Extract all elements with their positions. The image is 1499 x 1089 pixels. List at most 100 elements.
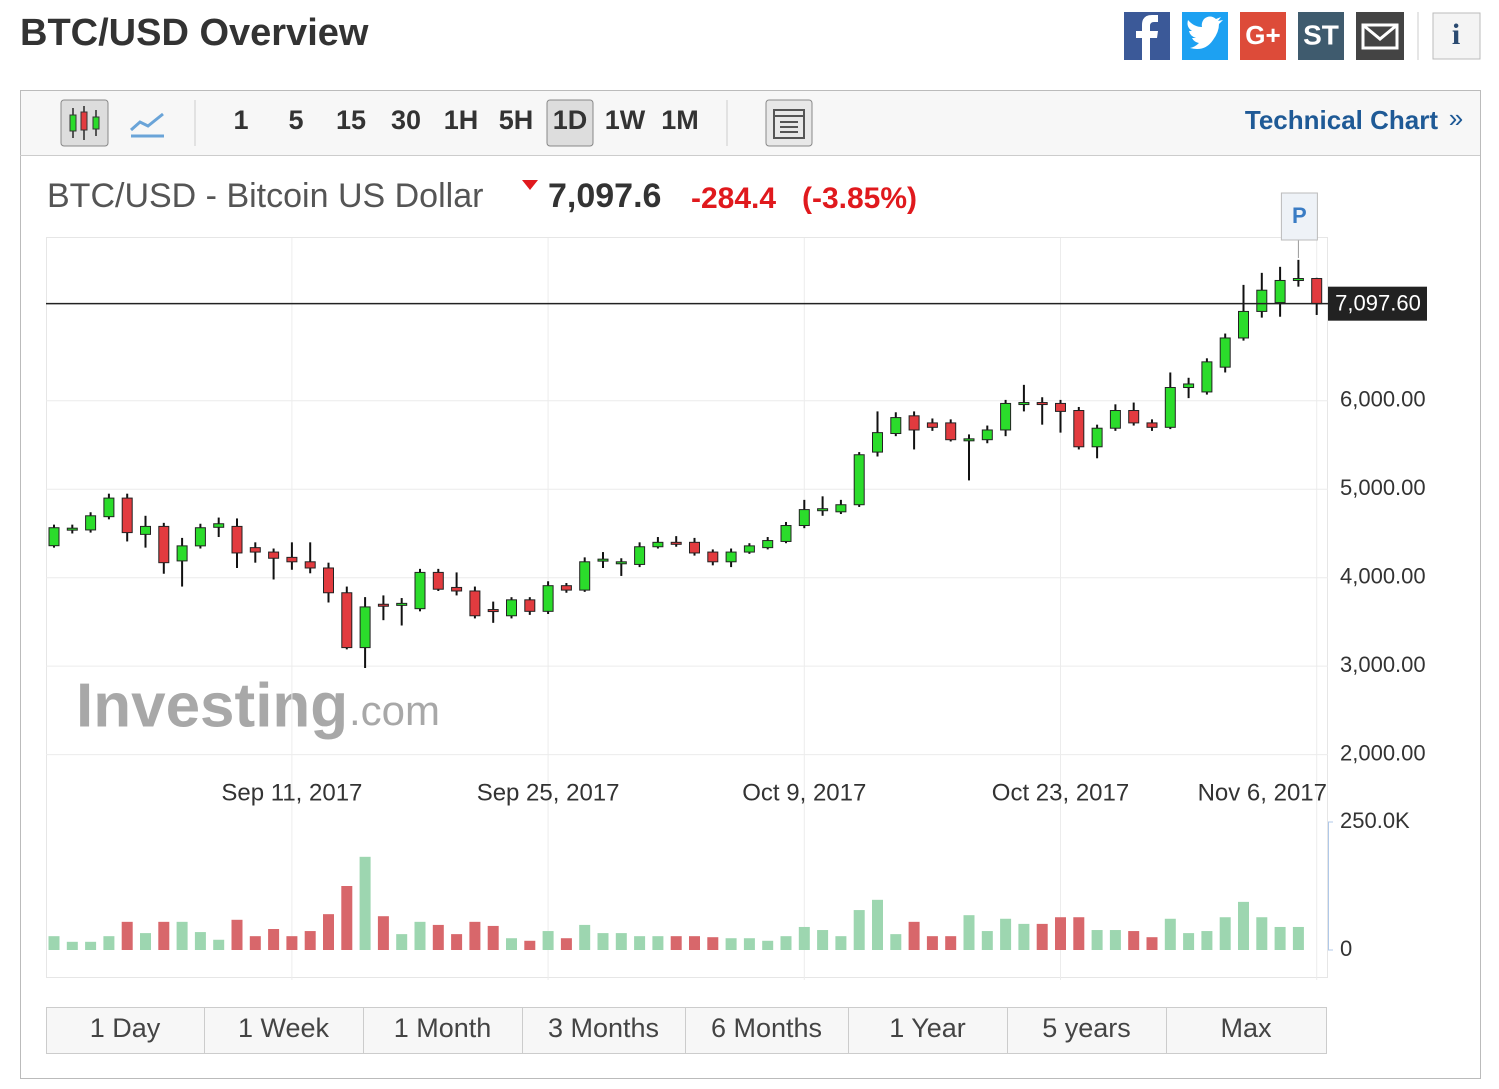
volume-bar xyxy=(1055,917,1066,950)
volume-bar xyxy=(1219,917,1231,950)
volume-bar xyxy=(469,921,481,950)
volume-bar xyxy=(231,919,243,950)
volume-bar xyxy=(304,931,316,950)
candle-body xyxy=(323,567,334,594)
candle-body xyxy=(1109,410,1121,429)
range-label: 1 Year xyxy=(889,1013,966,1043)
candle-body xyxy=(963,438,975,442)
interval-button[interactable]: 1D xyxy=(553,105,588,135)
candle-body xyxy=(286,556,298,563)
volume-bar xyxy=(560,938,572,950)
volume-bar xyxy=(634,936,646,950)
candle-body xyxy=(213,523,225,528)
facebook-glyph xyxy=(1136,15,1158,60)
candle-body xyxy=(1073,410,1085,448)
volume-bar xyxy=(103,936,115,950)
share-icons: G+ ST i xyxy=(1124,12,1481,60)
candle-body xyxy=(1274,279,1286,304)
gplus-label: G+ xyxy=(1245,20,1280,50)
volume-bar xyxy=(798,926,810,950)
range-label: Max xyxy=(1220,1013,1272,1043)
event-marker[interactable] xyxy=(1280,192,1318,241)
volume-bar xyxy=(908,921,920,950)
volume-bar xyxy=(487,925,499,950)
volume-bar xyxy=(1256,917,1268,950)
y-tick-label: 3,000.00 xyxy=(1340,652,1426,677)
interval-button[interactable]: 30 xyxy=(391,105,421,135)
candle-glyph-body xyxy=(69,114,77,132)
interval-button[interactable]: 1 xyxy=(233,105,248,135)
range-button[interactable] xyxy=(46,1007,205,1054)
volume-tick-label: 0 xyxy=(1340,936,1352,961)
interval-button[interactable]: 5 xyxy=(288,105,303,135)
volume-bar xyxy=(652,936,664,950)
volume-bar xyxy=(1036,923,1048,950)
interval-button[interactable]: 1M xyxy=(661,105,699,135)
page-title: BTC/USD Overview xyxy=(20,12,369,54)
candle-body xyxy=(268,551,280,559)
volume-bar xyxy=(1201,931,1213,950)
volume-bar xyxy=(524,940,536,950)
candle-body xyxy=(1091,427,1103,448)
volume-bar xyxy=(890,934,902,950)
watermark-suffix: .com xyxy=(349,687,440,734)
line-type-button[interactable] xyxy=(130,112,164,138)
range-button[interactable] xyxy=(848,1007,1008,1054)
candle-body xyxy=(542,585,554,612)
info-icon[interactable] xyxy=(1432,12,1481,60)
volume-bar xyxy=(725,938,737,950)
candle-body xyxy=(1055,402,1066,412)
volume-bar xyxy=(451,934,463,950)
range-button[interactable] xyxy=(685,1007,849,1054)
candle-body xyxy=(835,504,847,513)
volume-bar xyxy=(780,936,792,950)
gplus-icon[interactable] xyxy=(1240,12,1286,60)
volume-bar xyxy=(963,915,975,950)
volume-bar xyxy=(377,916,389,950)
volume-bar xyxy=(48,936,60,950)
volume-bar xyxy=(66,941,78,950)
volume-bar xyxy=(579,924,591,950)
toolbar xyxy=(21,91,1480,155)
candle-body xyxy=(377,603,389,607)
technical-chart-link[interactable]: Technical Chart xyxy=(1245,105,1438,135)
quote-price: 7,097.6 xyxy=(548,177,661,215)
candle-body xyxy=(140,525,151,535)
candle-body xyxy=(579,561,591,591)
candle-body xyxy=(908,415,920,431)
candle-body xyxy=(1000,402,1012,431)
stocktwits-icon[interactable] xyxy=(1298,12,1344,60)
range-label: 6 Months xyxy=(711,1013,822,1043)
candle-body xyxy=(707,551,719,563)
candle-body xyxy=(853,454,865,506)
candle-body xyxy=(1164,387,1176,428)
range-button[interactable] xyxy=(1166,1007,1327,1054)
candle-body xyxy=(926,422,938,428)
candle-body xyxy=(432,571,444,590)
x-tick-label: Oct 9, 2017 xyxy=(742,779,866,806)
range-button[interactable] xyxy=(1007,1007,1167,1054)
volume-bar xyxy=(817,930,829,950)
interval-button[interactable]: 5H xyxy=(499,105,534,135)
down-arrow xyxy=(522,180,538,190)
candle-body xyxy=(524,599,536,612)
volume-bar xyxy=(359,856,371,950)
candle-body xyxy=(1183,383,1195,389)
range-label: 3 Months xyxy=(548,1013,659,1043)
interval-button[interactable]: 1H xyxy=(444,105,479,135)
volume-bar xyxy=(121,921,133,950)
volume-bar xyxy=(1274,926,1286,950)
range-button[interactable] xyxy=(363,1007,523,1054)
interval-button[interactable]: 1W xyxy=(605,105,646,135)
volume-bar xyxy=(194,932,206,950)
technical-chart-arrow: » xyxy=(1449,103,1463,133)
interval-button[interactable]: 15 xyxy=(336,105,366,135)
y-tick-label: 6,000.00 xyxy=(1340,387,1426,412)
range-button[interactable] xyxy=(204,1007,364,1054)
candle-body xyxy=(158,525,170,564)
quote-change-pct: (-3.85%) xyxy=(802,182,917,215)
volume-bar xyxy=(542,931,554,950)
candle-body xyxy=(48,527,60,547)
volume-bar xyxy=(249,936,261,950)
candle-body xyxy=(396,602,408,606)
